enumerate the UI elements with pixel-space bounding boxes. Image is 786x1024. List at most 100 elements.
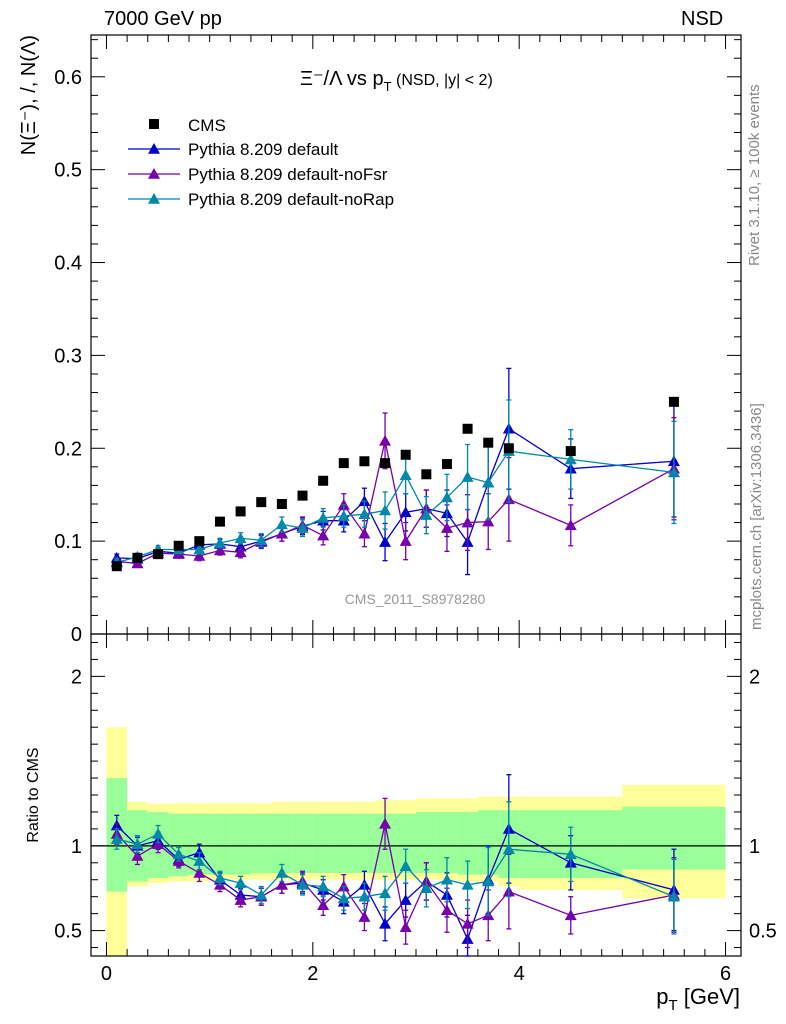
series-point xyxy=(213,544,226,556)
energy-label: 7000 GeV pp xyxy=(104,8,222,30)
series-point xyxy=(379,536,392,547)
series-point xyxy=(317,529,330,541)
ratio-band-inner xyxy=(230,813,251,875)
series-point xyxy=(255,534,268,546)
ratio-series-point xyxy=(399,921,412,932)
series-point xyxy=(420,509,433,520)
legend: CMS Pythia 8.209 default Pythia 8.209 defa… xyxy=(128,116,394,209)
cms-data-point xyxy=(503,443,514,454)
legend-marker xyxy=(148,193,160,204)
ratio-series-point xyxy=(131,850,144,861)
ratio-series-point xyxy=(296,878,309,890)
ratio-series-point xyxy=(234,877,247,888)
reference-layer xyxy=(111,396,679,572)
series-point xyxy=(275,527,288,539)
legend-cms-marker xyxy=(149,119,159,129)
cms-data-point xyxy=(359,456,370,467)
ratio-series-point xyxy=(379,887,392,899)
ratio-band-inner xyxy=(250,813,272,873)
ratio-y-tick-label-right: 1 xyxy=(749,836,760,858)
y-tick-label: 0.5 xyxy=(54,160,82,182)
ratio-series-point xyxy=(275,878,288,890)
ratio-series-point xyxy=(564,909,577,921)
cms-data-point xyxy=(153,549,164,560)
ratio-series-point xyxy=(317,880,330,892)
legend-marker xyxy=(148,143,160,154)
ratio-band-inner xyxy=(312,813,334,873)
cms-data-point xyxy=(483,437,494,448)
y-tick-label: 0.6 xyxy=(54,67,82,89)
x-axis-label: pT [GeV] xyxy=(656,984,740,1014)
ratio-y-tick-label-right: 2 xyxy=(749,666,760,688)
cms-data-point xyxy=(235,506,246,517)
y-tick-label: 0.1 xyxy=(54,531,82,553)
cms-data-point xyxy=(318,475,329,486)
cms-data-point xyxy=(380,458,391,469)
ratio-band-inner xyxy=(477,810,499,875)
series-point xyxy=(193,543,206,555)
y-tick-label: 0 xyxy=(71,624,82,646)
series-point xyxy=(482,476,495,488)
legend-series-label: Pythia 8.209 default-noFsr xyxy=(188,165,388,184)
ratio-series-point xyxy=(172,848,185,860)
ratio-series-point xyxy=(399,860,412,871)
series-point xyxy=(482,515,495,527)
y-tick-label: 0.4 xyxy=(54,253,82,275)
series-point xyxy=(440,491,453,503)
ratio-y-tick-label: 2 xyxy=(71,666,82,688)
series-point xyxy=(296,522,309,533)
ratio-series-point xyxy=(275,866,288,878)
cms-data-point xyxy=(668,396,679,407)
ratio-band-inner xyxy=(457,811,478,875)
ratio-series-point xyxy=(255,888,268,900)
ratio-series-point xyxy=(667,890,680,902)
ratio-series-point xyxy=(193,866,206,878)
ratio-band-inner xyxy=(395,813,416,873)
ratio-band-inner xyxy=(436,811,458,873)
series-point xyxy=(358,527,371,539)
axis-ticks xyxy=(91,35,741,956)
legend-series-label: Pythia 8.209 default-noRap xyxy=(188,190,394,209)
ratio-y-tick-label: 0.5 xyxy=(54,921,82,943)
series-point xyxy=(667,466,680,478)
ratio-series-point xyxy=(461,878,474,890)
ratio-series-point xyxy=(131,838,144,849)
y-tick-label: 0.3 xyxy=(54,345,82,367)
series-point xyxy=(399,535,412,546)
series-point xyxy=(337,510,350,521)
x-tick-label: 6 xyxy=(720,963,731,985)
series-point xyxy=(379,504,392,516)
ratio-series-point xyxy=(234,894,247,905)
cms-data-point xyxy=(421,469,432,480)
ratio-series-point xyxy=(379,817,392,829)
y-axis-label: N(Ξ⁻), /, N(Λ) xyxy=(18,35,40,155)
ratio-series-point xyxy=(193,855,206,866)
y-tick-label: 0.2 xyxy=(54,438,82,460)
ratio-series-line xyxy=(116,833,675,900)
ratio-series-point xyxy=(358,890,371,902)
axis-labels: 0 0.1 0.2 0.3 0.4 0.5 0.6 0.5 0.5 1 1 2 2 0 2 4 6pT [GeV… xyxy=(18,35,777,1014)
ratio-y-axis-label: Ratio to CMS xyxy=(25,747,42,842)
series-point xyxy=(379,434,392,446)
cms-data-point xyxy=(462,423,473,434)
legend-marker xyxy=(148,168,160,179)
x-tick-label: 2 xyxy=(307,963,318,985)
ratio-series-point xyxy=(420,882,433,894)
series-point xyxy=(399,506,412,518)
ratio-uncertainty-bands xyxy=(91,727,741,956)
ratio-series-point xyxy=(440,873,453,885)
ratio-series-point xyxy=(213,872,226,883)
series-point xyxy=(234,546,247,558)
ratio-series-point xyxy=(337,892,350,904)
series-point xyxy=(275,518,288,530)
ratio-y-tick-label-right: 0.5 xyxy=(749,921,777,943)
process-label: NSD xyxy=(681,8,724,30)
series-point xyxy=(399,469,412,480)
ratio-series-point xyxy=(502,843,515,855)
series-point xyxy=(317,511,330,523)
series-point xyxy=(193,549,206,561)
series-point xyxy=(461,516,474,528)
series-point xyxy=(461,471,474,482)
cms-data-point xyxy=(338,458,349,469)
